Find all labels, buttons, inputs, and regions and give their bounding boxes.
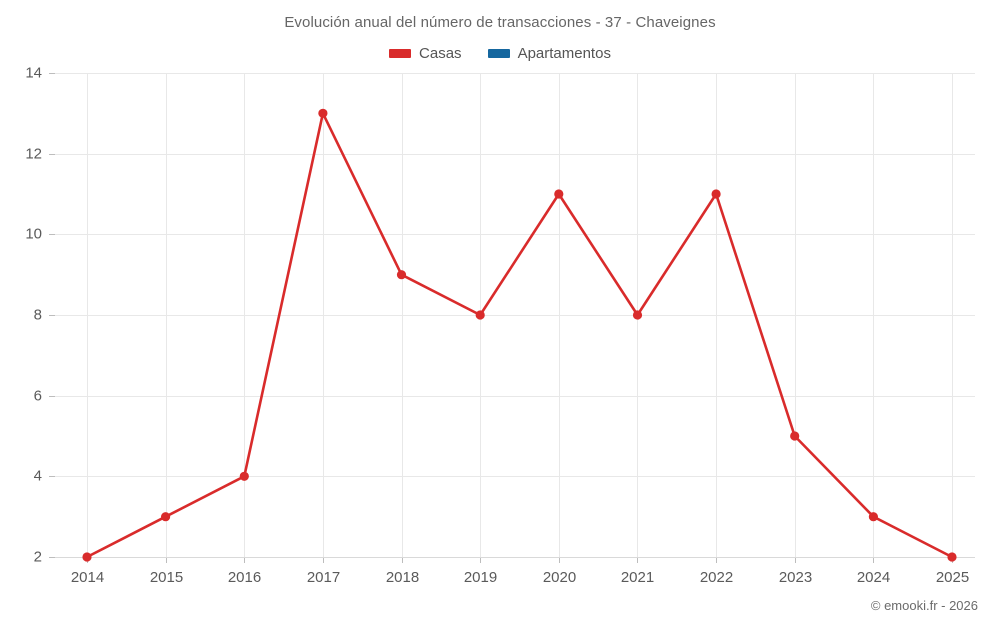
chart-legend: Casas Apartamentos	[0, 45, 1000, 62]
y-tick-label: 10	[25, 225, 42, 242]
x-tick-label: 2025	[936, 569, 969, 586]
data-point-casas[interactable]	[790, 431, 800, 441]
axis-lines	[49, 73, 975, 563]
x-axis-tick-labels: 2014 2015 2016 2017 2018 2019 2020 2021 2022 2023…	[71, 569, 969, 586]
y-tick-label: 8	[34, 306, 42, 323]
x-tick-label: 2023	[779, 569, 812, 586]
x-tick-label: 2020	[543, 569, 576, 586]
x-tick-label: 2019	[464, 569, 497, 586]
data-point-casas[interactable]	[632, 310, 643, 320]
data-point-casas[interactable]	[711, 189, 721, 199]
data-point-casas[interactable]	[82, 552, 92, 562]
data-point-casas[interactable]	[161, 512, 171, 522]
y-tick-label: 2	[34, 548, 42, 565]
y-tick-label: 4	[34, 467, 42, 484]
data-point-casas[interactable]	[554, 189, 564, 199]
data-point-casas[interactable]	[239, 471, 249, 481]
chart-title: Evolución anual del número de transaccio…	[284, 14, 716, 31]
y-axis-tick-labels: 2 4 6 8 10 12 14	[25, 64, 42, 565]
copyright-credit: © emooki.fr - 2026	[870, 598, 978, 613]
data-point-casas[interactable]	[475, 310, 485, 320]
legend-swatch-casas	[389, 49, 412, 58]
legend-label-apartamentos: Apartamentos	[517, 45, 611, 62]
x-tick-label: 2022	[700, 569, 733, 586]
y-tick-label: 14	[25, 64, 42, 81]
x-tick-label: 2016	[228, 569, 261, 586]
data-point-casas[interactable]	[947, 552, 957, 562]
x-tick-label: 2017	[307, 569, 340, 586]
data-point-casas[interactable]	[396, 270, 407, 280]
legend-item-casas[interactable]: Casas	[389, 45, 462, 62]
legend-label-casas: Casas	[419, 45, 462, 62]
y-tick-label: 12	[25, 145, 42, 162]
series-line-casas	[85, 112, 954, 559]
x-tick-label: 2021	[621, 569, 654, 586]
data-series	[82, 108, 957, 562]
x-tick-label: 2024	[857, 569, 890, 586]
data-point-casas[interactable]	[318, 108, 328, 118]
x-tick-label: 2015	[150, 569, 183, 586]
data-point-casas[interactable]	[868, 512, 879, 522]
x-tick-label: 2014	[71, 569, 104, 586]
legend-item-apartamentos[interactable]: Apartamentos	[487, 45, 611, 62]
x-tick-label: 2018	[386, 569, 419, 586]
gridlines	[55, 73, 975, 558]
y-tick-label: 6	[34, 387, 42, 404]
legend-swatch-apartamentos	[487, 49, 510, 58]
